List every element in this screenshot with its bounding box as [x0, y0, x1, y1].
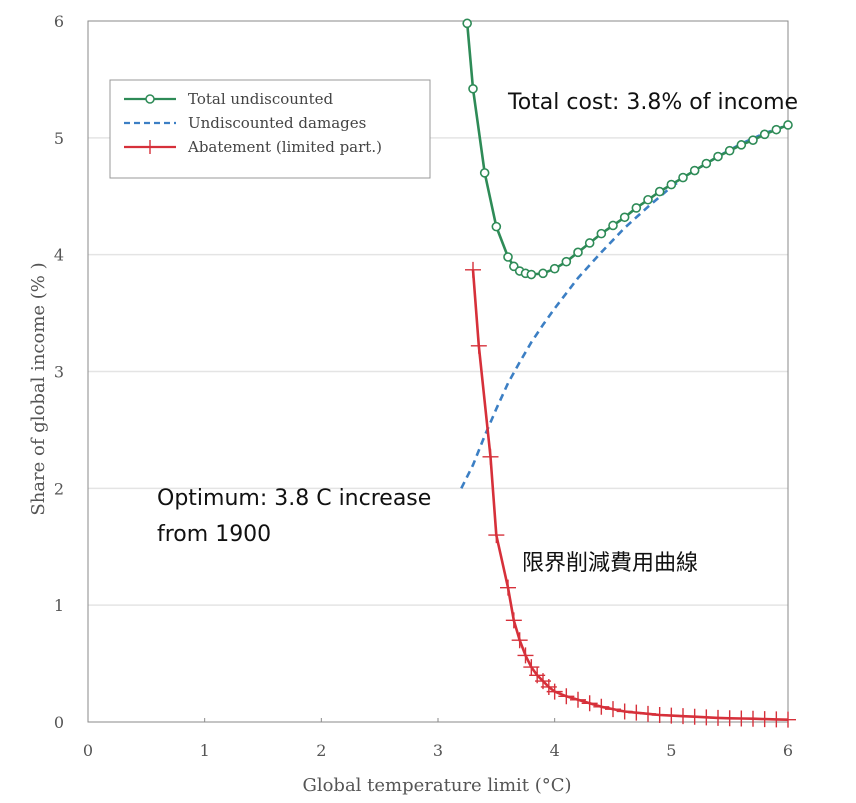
data-point: [783, 120, 793, 130]
data-point: [517, 647, 534, 664]
x-tick-label: 1: [200, 741, 210, 760]
data-point: [628, 704, 645, 721]
data-point: [488, 527, 505, 544]
data-point: [546, 683, 563, 700]
x-tick-label: 2: [316, 741, 326, 760]
x-axis-title: Global temperature limit (°C): [302, 775, 571, 796]
data-point: [468, 83, 478, 94]
data-point: [500, 579, 516, 596]
series-undiscounted-damages: [460, 123, 789, 489]
data-point: [549, 263, 560, 274]
series-total-undiscounted: [462, 18, 793, 280]
y-tick-label: 1: [54, 596, 64, 615]
data-point: [605, 701, 621, 718]
legend-label: Abatement (limited part.): [187, 138, 382, 156]
data-point: [479, 168, 490, 178]
data-point: [619, 212, 630, 223]
data-point: [724, 145, 735, 156]
series-line: [460, 123, 789, 489]
data-point: [523, 659, 540, 676]
data-point: [503, 252, 513, 262]
data-point: [643, 194, 653, 205]
optimum-annotation-line1: Optimum: 3.8 C increase: [157, 486, 431, 511]
data-point: [640, 705, 656, 722]
data-point: [771, 124, 782, 135]
data-point: [593, 698, 610, 715]
legend-label: Total undiscounted: [188, 90, 333, 108]
x-tick-label: 5: [666, 741, 676, 760]
series-line: [471, 269, 789, 721]
x-tick-label: 3: [433, 741, 443, 760]
y-tick-label: 6: [54, 12, 64, 31]
data-point: [511, 632, 528, 649]
data-point: [482, 448, 499, 465]
data-point: [570, 691, 586, 708]
data-point: [561, 256, 572, 267]
data-point: [526, 269, 537, 280]
x-tick-labels: 0 1 2 3 4 5 6: [83, 718, 793, 760]
data-point: [573, 247, 583, 258]
data-point: [736, 140, 747, 150]
y-tick-label: 4: [54, 246, 64, 265]
data-point: [631, 203, 642, 213]
data-point: [678, 172, 688, 183]
y-axis-title: Share of global income (% ): [28, 262, 49, 515]
data-point: [538, 268, 548, 279]
legend: Total undiscounted Undiscounted damages Ab…: [109, 79, 431, 179]
legend-label: Undiscounted damages: [188, 114, 366, 132]
x-tick-label: 4: [550, 741, 560, 760]
data-point: [505, 612, 522, 629]
optimum-annotation-line2: from 1900: [157, 522, 271, 547]
y-tick-label: 2: [54, 479, 64, 498]
series-layer: [460, 18, 796, 728]
x-tick-label: 6: [783, 741, 793, 760]
data-point: [616, 703, 633, 720]
data-point: [558, 688, 575, 705]
series-abatement: [465, 261, 796, 728]
data-point: [470, 337, 487, 354]
total-cost-annotation: Total cost: 3.8% of income: [507, 90, 798, 115]
legend-box: [109, 79, 431, 179]
data-point: [491, 221, 502, 232]
data-point: [713, 151, 723, 162]
data-point: [596, 228, 607, 239]
data-point: [584, 238, 595, 248]
legend-item: Undiscounted damages: [124, 114, 366, 132]
y-tick-label: 3: [54, 363, 64, 382]
x-tick-label: 0: [83, 741, 93, 760]
data-point: [608, 220, 618, 231]
legend-item: Total undiscounted: [124, 90, 333, 108]
data-point: [465, 261, 481, 278]
y-tick-label: 5: [54, 129, 64, 148]
legend-marker: [144, 140, 156, 154]
y-tick-labels: 0 1 2 3 4 5 6: [54, 12, 64, 732]
data-point: [701, 158, 712, 169]
data-point: [462, 18, 472, 29]
data-point: [581, 695, 598, 712]
legend-marker: [145, 94, 155, 104]
data-point: [666, 179, 677, 190]
data-point: [654, 186, 665, 197]
y-tick-label: 0: [54, 713, 64, 732]
data-point: [780, 711, 796, 728]
legend-item: Abatement (limited part.): [124, 138, 382, 156]
data-point: [759, 129, 770, 140]
data-point: [748, 135, 758, 145]
mac-curve-annotation: 限界削減費用曲線: [522, 551, 698, 576]
data-point: [689, 165, 700, 176]
